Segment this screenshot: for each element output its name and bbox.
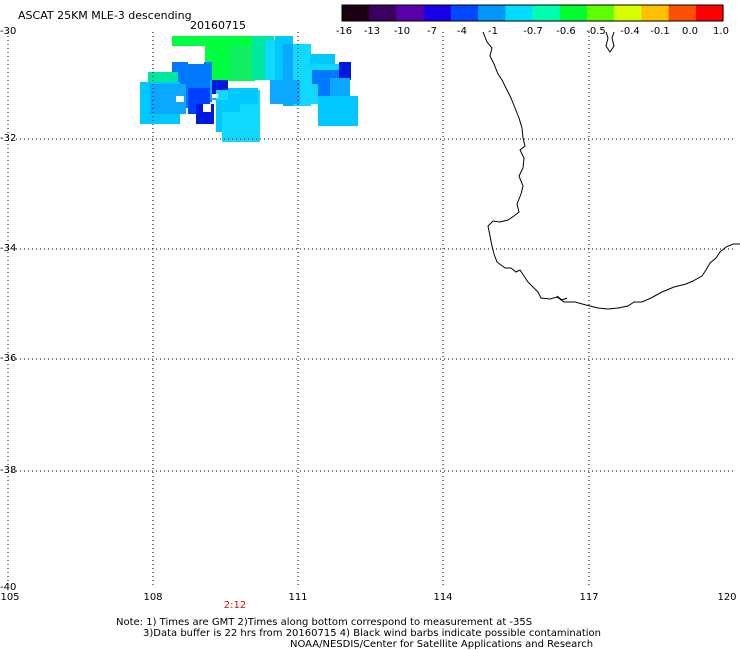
colorbar-segment xyxy=(423,5,452,21)
colorbar-segment xyxy=(450,5,479,21)
colorbar-tick-0: -16 xyxy=(335,26,353,37)
coastline-inlet xyxy=(605,31,615,53)
colorbar-segment xyxy=(695,5,724,21)
swath-cell xyxy=(300,84,318,104)
colorbar-segment xyxy=(586,5,615,21)
map-date: 20160715 xyxy=(190,19,246,32)
map-title: ASCAT 25KM MLE-3 descending xyxy=(18,9,192,22)
swath-cell xyxy=(172,36,230,46)
swath-cell xyxy=(339,62,351,80)
australia-coastline xyxy=(482,31,740,310)
colorbar-tick-4: -4 xyxy=(457,26,467,37)
colorbar-segment xyxy=(342,5,370,21)
lat-label-38: -38 xyxy=(0,465,17,476)
colorbar-tick-3: -7 xyxy=(427,26,437,37)
swath-cell xyxy=(270,80,300,104)
colorbar-tick-9: -0.4 xyxy=(620,26,640,37)
swath-gap xyxy=(203,104,211,112)
colorbar-segment xyxy=(559,5,588,21)
colorbar-tick-12: 1.0 xyxy=(713,26,729,37)
swath-cell xyxy=(318,96,358,126)
lat-label-32: -32 xyxy=(0,133,17,144)
colorbar-segment xyxy=(369,5,398,21)
colorbar-tick-11: 0.0 xyxy=(682,26,698,37)
note-line-1: Note: 1) Times are GMT 2)Times along bot… xyxy=(116,617,533,628)
colorbar-tick-6: -0.7 xyxy=(523,26,543,37)
lon-label-108: 108 xyxy=(143,592,163,603)
lon-label-120: 120 xyxy=(717,592,737,603)
lat-label-36: -36 xyxy=(0,353,17,364)
colorbar xyxy=(342,5,724,21)
colorbar-segment xyxy=(532,5,561,21)
note-line-2: 3)Data buffer is 22 hrs from 20160715 4)… xyxy=(143,628,601,639)
colorbar-tick-5: -1 xyxy=(488,26,498,37)
time-marker: 2:12 xyxy=(223,600,247,611)
lat-label-30: -30 xyxy=(0,26,17,37)
graticule xyxy=(8,32,735,588)
swath-gap xyxy=(176,96,184,102)
swath-cell xyxy=(240,104,260,134)
colorbar-tick-8: -0.5 xyxy=(586,26,606,37)
colorbar-segment xyxy=(668,5,697,21)
note-line-3: NOAA/NESDIS/Center for Satellite Applica… xyxy=(290,639,594,650)
swath-gap xyxy=(188,58,204,64)
swath-cell xyxy=(230,46,252,80)
swath-cell xyxy=(228,88,258,108)
colorbar-segment xyxy=(505,5,534,21)
lon-label-114: 114 xyxy=(433,592,453,603)
swath-gap xyxy=(212,94,218,98)
lon-label-111: 111 xyxy=(288,592,308,603)
colorbar-tick-2: -10 xyxy=(393,26,411,37)
lon-label-117: 117 xyxy=(579,592,599,603)
colorbar-segment xyxy=(478,5,506,21)
colorbar-segment xyxy=(396,5,425,21)
colorbar-tick-1: -13 xyxy=(363,26,381,37)
coastline-lake xyxy=(556,295,568,301)
colorbar-segment xyxy=(614,5,642,21)
colorbar-frame xyxy=(341,4,724,22)
colorbar-tick-10: -0.1 xyxy=(650,26,670,37)
lat-label-40: -40 xyxy=(0,582,17,593)
lon-label-105: 105 xyxy=(0,592,20,603)
wind-swath xyxy=(140,36,358,142)
colorbar-tick-7: -0.6 xyxy=(556,26,576,37)
lat-label-34: -34 xyxy=(0,243,17,254)
colorbar-segment xyxy=(641,5,670,21)
